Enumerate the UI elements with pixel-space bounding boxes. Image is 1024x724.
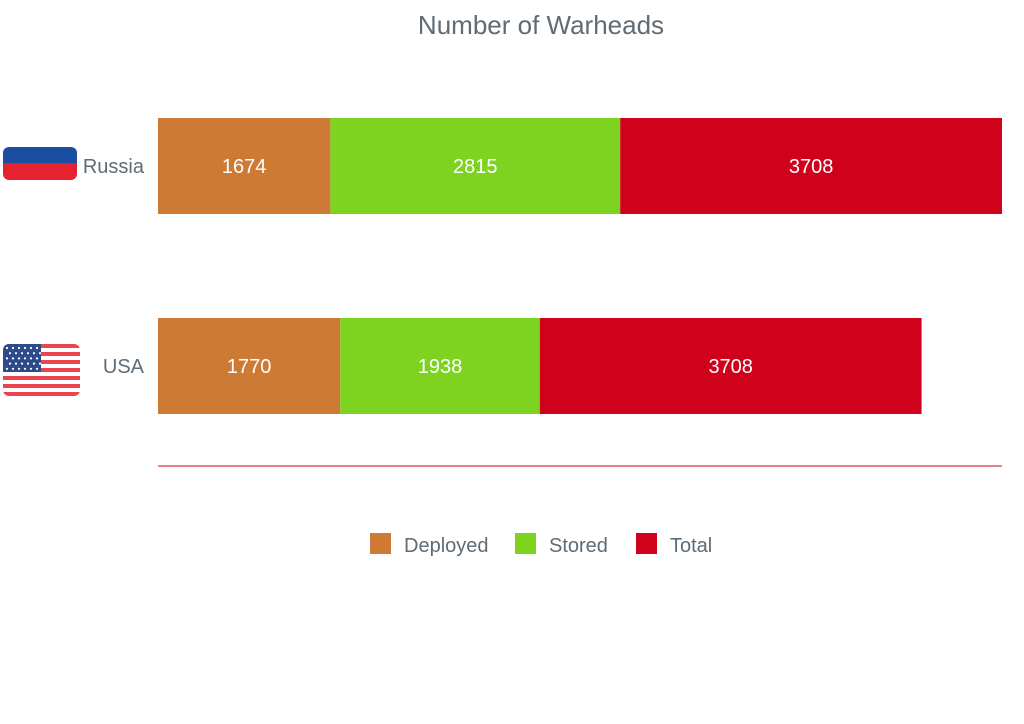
bar-usa-stored xyxy=(340,318,540,414)
data-label-usa-total: 3708 xyxy=(708,356,753,378)
legend-swatch-total xyxy=(636,533,657,554)
data-label-usa-stored: 1938 xyxy=(418,356,463,378)
bar-usa-deployed xyxy=(158,318,341,414)
bar-russia-total xyxy=(620,118,1002,214)
chart-title: Number of Warheads xyxy=(418,10,664,40)
data-label-usa-deployed: 1770 xyxy=(227,356,272,378)
legend-label-deployed: Deployed xyxy=(404,535,489,557)
legend-label-stored: Stored xyxy=(549,535,608,557)
legend: Deployed Stored Total xyxy=(370,533,712,557)
bar-russia-stored xyxy=(330,118,621,214)
bar-usa-total xyxy=(539,318,922,414)
category-label-russia: Russia xyxy=(83,156,145,178)
bar-russia-deployed xyxy=(158,118,331,214)
data-label-russia-total: 3708 xyxy=(789,156,834,178)
legend-label-total: Total xyxy=(670,535,712,557)
data-label-russia-deployed: 1674 xyxy=(222,156,267,178)
category-label-usa: USA xyxy=(103,356,145,378)
russia-flag-icon xyxy=(3,147,77,180)
legend-swatch-deployed xyxy=(370,533,391,554)
data-label-russia-stored: 2815 xyxy=(453,156,498,178)
legend-swatch-stored xyxy=(515,533,536,554)
usa-flag-icon xyxy=(3,344,80,396)
